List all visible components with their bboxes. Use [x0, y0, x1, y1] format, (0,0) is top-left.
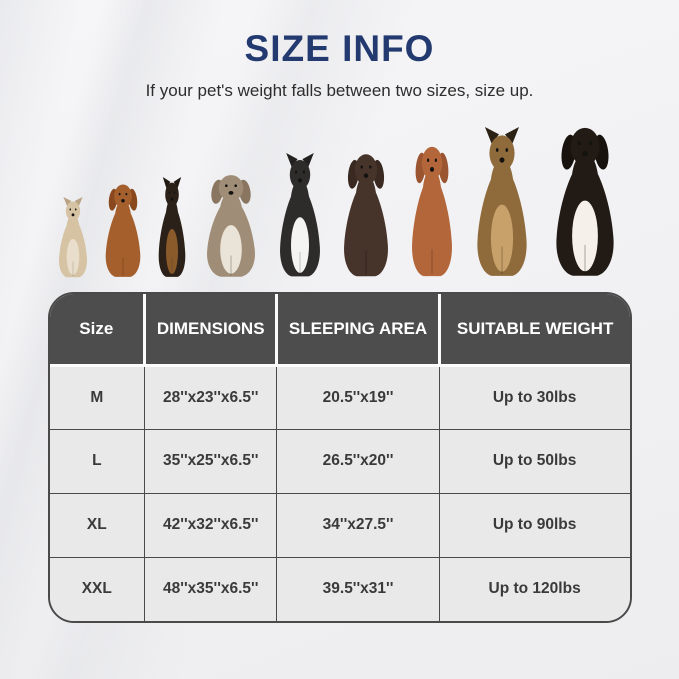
cell-xxl-sleeping-area: 39.5''x31'': [276, 556, 440, 621]
page-subtitle: If your pet's weight falls between two s…: [145, 81, 534, 100]
size-table-grid: Size DIMENSIONS SLEEPING AREA SUITABLE WEIG…: [49, 294, 630, 621]
cell-m-sleeping-area: 20.5''x19'': [276, 365, 440, 430]
dog-border-collie-icon: [279, 153, 320, 277]
dog-vizsla-icon: [411, 146, 452, 277]
dog-bernese-mountain-dog-icon: [555, 127, 614, 276]
dog-miniature-pinscher-icon: [158, 177, 185, 277]
column-header-suitable-weight: SUITABLE WEIGHT: [439, 294, 630, 367]
dog-english-bulldog-icon: [206, 175, 255, 277]
cell-m-size: M: [49, 365, 146, 430]
dog-french-bulldog-icon: [58, 197, 87, 278]
cell-xl-size: XL: [49, 492, 146, 558]
cell-l-sleeping-area: 26.5''x20'': [276, 428, 440, 494]
column-header-size: Size: [49, 294, 147, 367]
size-row-m: M 28''x23''x6.5'' 20.5''x19'' Up to 30lbs: [49, 365, 630, 430]
size-row-l: L 35''x25''x6.5'' 26.5''x20'' Up to 50lbs: [49, 428, 630, 494]
cell-l-dimensions: 35''x25''x6.5'': [144, 428, 278, 494]
cell-xl-suitable-weight: Up to 90lbs: [438, 492, 630, 558]
dog-chocolate-labrador-icon: [343, 154, 388, 277]
cell-xl-dimensions: 42''x32''x6.5'': [144, 492, 278, 558]
cell-xl-sleeping-area: 34''x27.5'': [276, 492, 440, 558]
size-row-xxl: XXL 48''x35''x6.5'' 39.5''x31'' Up to 120lb…: [49, 556, 630, 621]
table-header-row: Size DIMENSIONS SLEEPING AREA SUITABLE WEIG…: [49, 294, 630, 367]
cell-l-suitable-weight: Up to 50lbs: [438, 428, 630, 494]
dog-german-shepherd-icon: [476, 127, 527, 276]
cell-m-suitable-weight: Up to 30lbs: [438, 365, 630, 430]
column-header-sleeping-area: SLEEPING AREA: [276, 294, 441, 367]
page-title: SIZE INFO: [244, 28, 435, 69]
cell-m-dimensions: 28''x23''x6.5'': [144, 365, 278, 430]
cell-l-size: L: [49, 428, 146, 494]
size-table: Size DIMENSIONS SLEEPING AREA SUITABLE WEIG…: [47, 292, 632, 623]
column-header-dimensions: DIMENSIONS: [144, 294, 279, 367]
cell-xxl-size: XXL: [49, 556, 146, 621]
size-row-xl: XL 42''x32''x6.5'' 34''x27.5'' Up to 90lbs: [49, 492, 630, 558]
dog-cavalier-spaniel-icon: [105, 184, 140, 277]
cell-xxl-dimensions: 48''x35''x6.5'': [144, 556, 278, 621]
dog-size-lineup-image: [0, 117, 679, 279]
cell-xxl-suitable-weight: Up to 120lbs: [438, 556, 630, 621]
